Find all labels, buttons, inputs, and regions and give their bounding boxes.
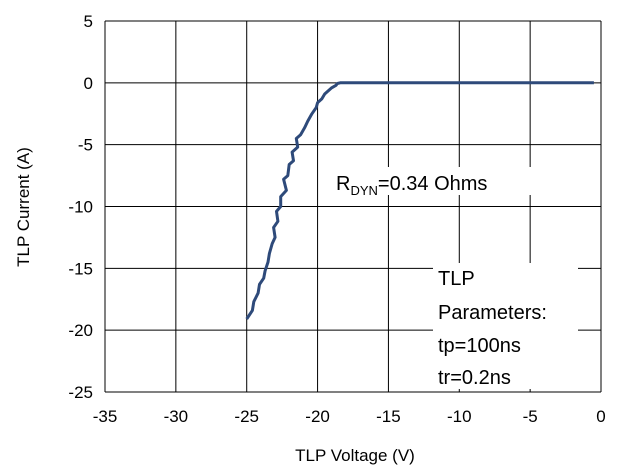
x-tick-label: -30 bbox=[164, 407, 189, 426]
y-tick-label: -10 bbox=[68, 198, 93, 217]
rdyn-main: R bbox=[336, 173, 350, 195]
x-axis-label: TLP Voltage (V) bbox=[295, 446, 415, 465]
x-tick-label: -25 bbox=[234, 407, 259, 426]
y-axis-label: TLP Current (A) bbox=[14, 147, 33, 267]
x-tick-label: 0 bbox=[596, 407, 605, 426]
y-tick-label: -25 bbox=[68, 383, 93, 402]
params-line-4: tr=0.2ns bbox=[438, 367, 511, 389]
y-tick-label: -20 bbox=[68, 321, 93, 340]
y-tick-label: 5 bbox=[84, 12, 93, 31]
rdyn-subscript: DYN bbox=[350, 183, 377, 198]
y-tick-label: -15 bbox=[68, 259, 93, 278]
annotation-background-rdyn bbox=[332, 167, 534, 195]
annotation-background-params bbox=[433, 263, 578, 389]
x-tick-label: -15 bbox=[376, 407, 401, 426]
params-line-2: Parameters: bbox=[438, 302, 547, 324]
y-tick-label: 0 bbox=[84, 74, 93, 93]
tick-labels: -35 -30 -25 -20 -15 -10 -5 0 5 0 -5 -10 -15 -20 -25 bbox=[68, 12, 605, 426]
y-tick-label: -5 bbox=[78, 136, 93, 155]
x-tick-label: -5 bbox=[523, 407, 538, 426]
series-line bbox=[245, 81, 594, 320]
params-line-1: TLP bbox=[438, 268, 475, 290]
x-tick-label: -35 bbox=[93, 407, 118, 426]
params-line-3: tp=100ns bbox=[438, 335, 521, 357]
x-tick-label: -10 bbox=[447, 407, 472, 426]
x-tick-label: -20 bbox=[305, 407, 330, 426]
rdyn-annotation: RDYN=0.34 Ohms bbox=[336, 173, 487, 198]
rdyn-rest: =0.34 Ohms bbox=[378, 173, 488, 195]
